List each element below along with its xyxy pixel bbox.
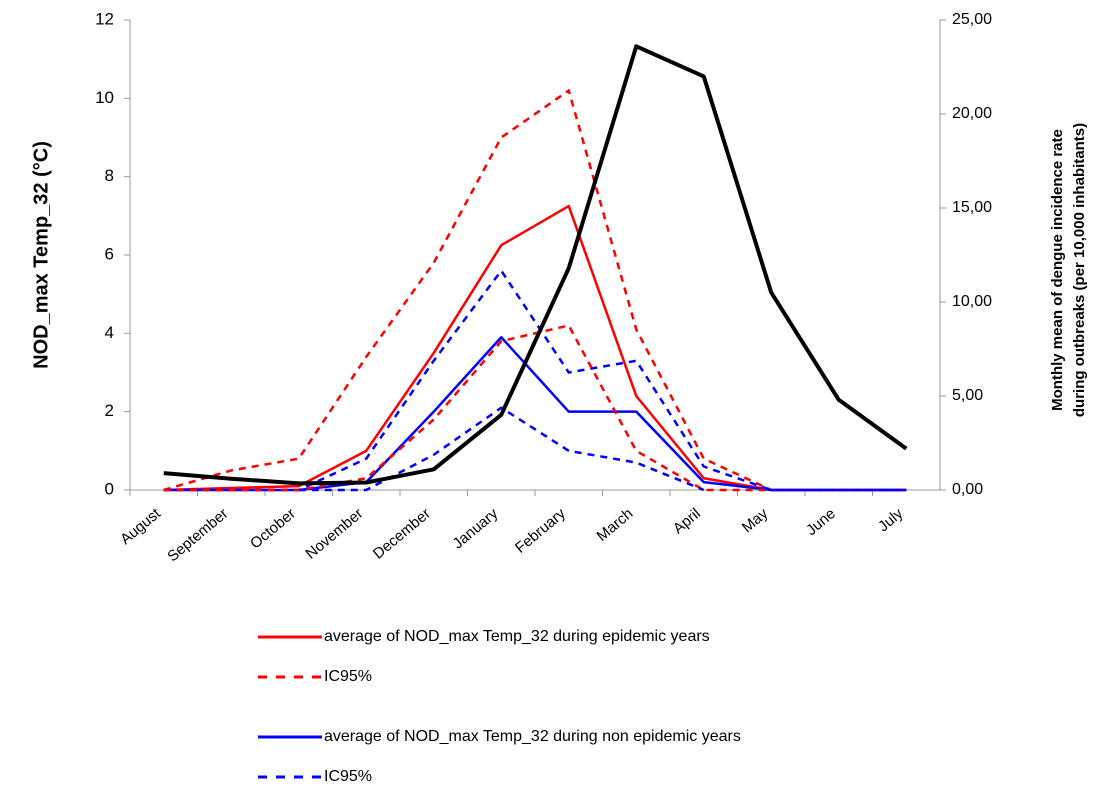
series-line (163, 44, 908, 486)
x-tick-label: July (875, 505, 907, 535)
y-tick-label: 6 (105, 244, 114, 263)
x-tick-label: March (594, 505, 637, 545)
y2-axis-title: Monthly mean of dengue incidence rate (1049, 129, 1066, 411)
y-tick-label: 12 (95, 9, 114, 28)
y2-tick-label: 25,00 (952, 11, 992, 28)
y-axis-title: NOD_max Temp_32 (°C) (30, 141, 52, 369)
series-line (163, 204, 907, 492)
x-tick-label: June (803, 505, 839, 539)
y2-tick-label: 5,00 (952, 387, 983, 404)
x-tick-label: September (164, 505, 231, 565)
y-tick-label: 0 (105, 479, 114, 498)
x-tick-label: May (739, 505, 772, 537)
legend-label: IC95% (324, 768, 372, 785)
x-tick-label: December (370, 505, 434, 563)
legend-label: average of NOD_max Temp_32 during epidem… (324, 628, 710, 645)
series-line (298, 406, 705, 492)
x-tick-label: October (247, 505, 299, 552)
y2-tick-label: 0,00 (952, 481, 983, 498)
y2-tick-label: 10,00 (952, 293, 992, 310)
y2-axis-title: during outbreaks (per 10,000 inhabitants… (1071, 123, 1088, 417)
x-tick-label: November (302, 505, 366, 563)
series-line (163, 324, 772, 492)
legend-label: IC95% (324, 668, 372, 685)
x-tick-label: August (117, 505, 164, 549)
y-tick-label: 4 (105, 323, 114, 342)
y2-tick-label: 15,00 (952, 199, 992, 216)
x-tick-label: April (670, 505, 704, 537)
y2-tick-label: 20,00 (952, 105, 992, 122)
series-line (163, 269, 907, 492)
x-tick-label: February (512, 505, 569, 557)
y-tick-label: 8 (105, 166, 114, 185)
series-line (163, 336, 907, 492)
legend-label: average of NOD_max Temp_32 during non ep… (324, 728, 741, 745)
y-tick-label: 2 (105, 401, 114, 420)
x-tick-label: January (450, 505, 502, 553)
y-tick-label: 10 (95, 88, 114, 107)
